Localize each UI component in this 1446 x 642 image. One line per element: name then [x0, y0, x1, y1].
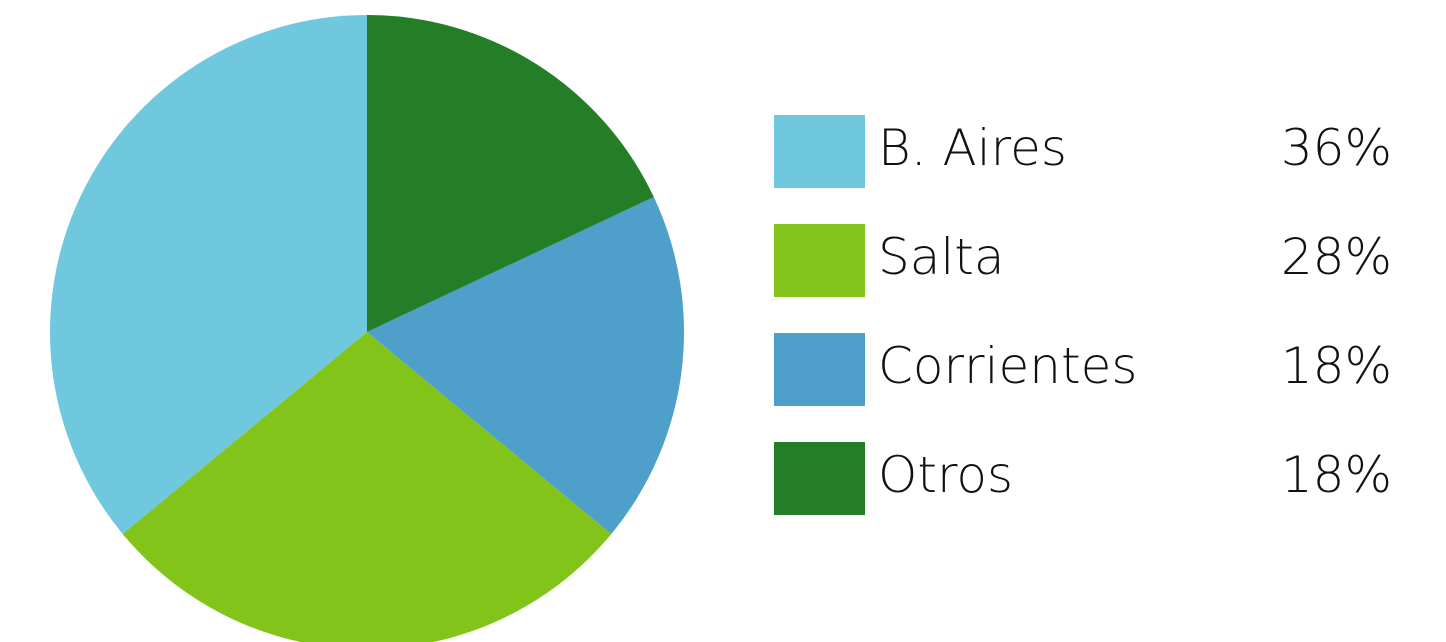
pie-slice [122, 332, 612, 642]
legend-swatch [774, 115, 865, 188]
pie-slice [367, 15, 654, 332]
legend-value: 36% [1281, 119, 1392, 177]
legend-swatch [774, 224, 865, 297]
legend-label: Corrientes [878, 337, 1137, 395]
legend-swatch [774, 333, 865, 406]
legend-value: 28% [1281, 228, 1392, 286]
legend-label: Salta [878, 228, 1005, 286]
legend-label: Otros [878, 446, 1013, 504]
legend-swatch [774, 442, 865, 515]
pie-slice [49, 15, 367, 535]
pie-slice [367, 197, 684, 535]
legend-label: B. Aires [878, 119, 1067, 177]
legend-value: 18% [1281, 337, 1392, 395]
legend-value: 18% [1281, 446, 1392, 504]
